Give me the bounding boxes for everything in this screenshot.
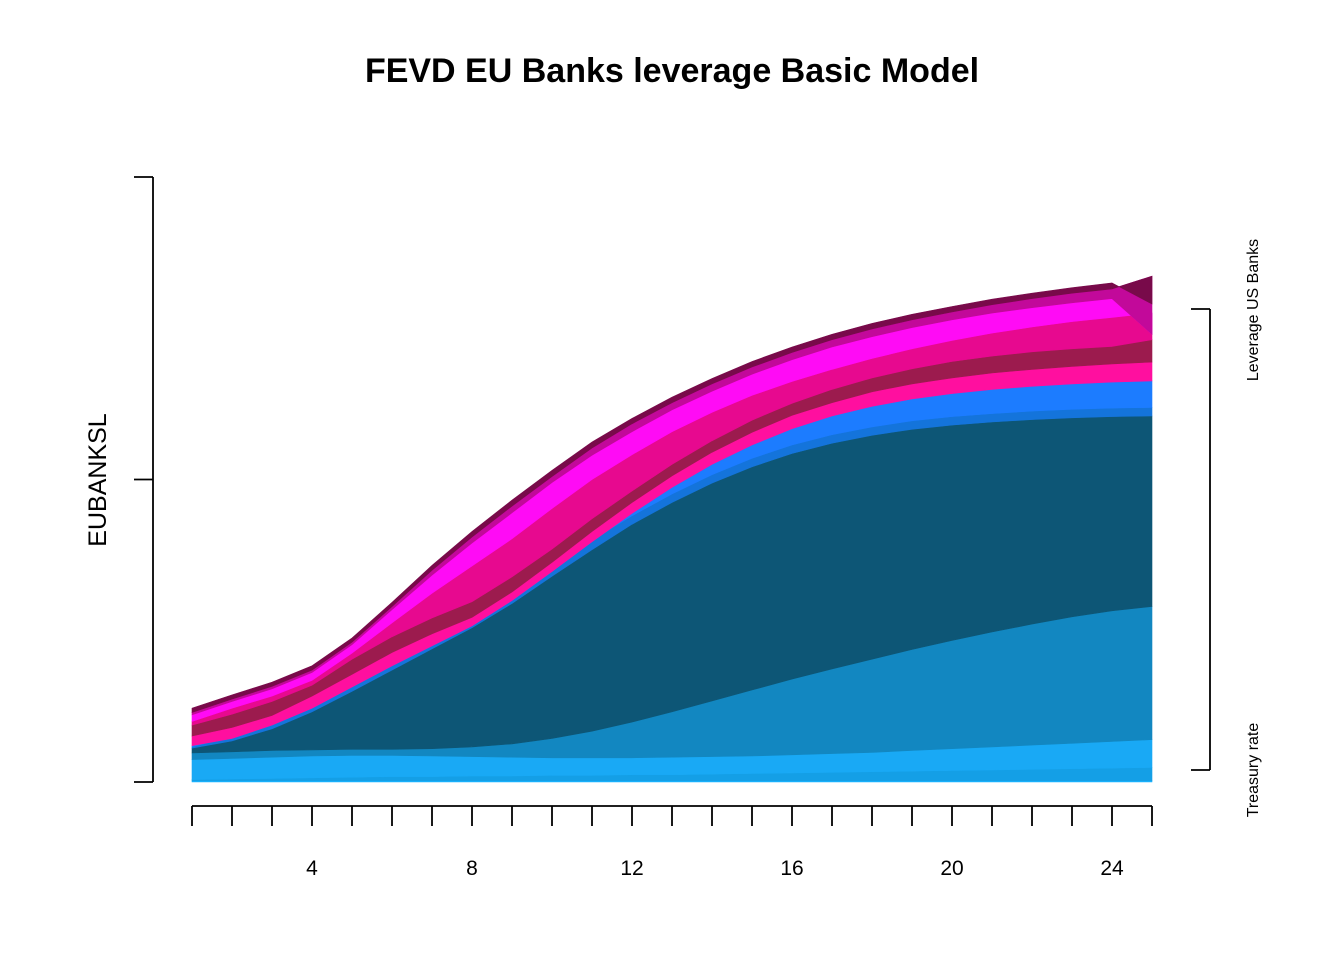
right-label-leverage-us-banks: Leverage US Banks: [1245, 239, 1262, 381]
y-axis: [134, 176, 154, 783]
x-axis: 4 8 12 16 20 24: [191, 805, 1153, 880]
chart-title: FEVD EU Banks leverage Basic Model: [364, 52, 980, 90]
x-tick-label-12: 12: [620, 857, 643, 880]
x-tick-label-4: 4: [306, 857, 318, 880]
x-tick-label-20: 20: [940, 857, 963, 880]
area-band-13: [191, 275, 1153, 713]
y-axis-label: EUBANKSL: [84, 413, 112, 546]
right-label-treasury-rate: Treasury rate: [1245, 723, 1262, 818]
x-tick-label-8: 8: [466, 857, 478, 880]
stacked-areas: [191, 275, 1153, 783]
x-tick-label-16: 16: [780, 857, 803, 880]
x-tick-label-24: 24: [1100, 857, 1124, 880]
right-bracket: [1191, 308, 1211, 771]
